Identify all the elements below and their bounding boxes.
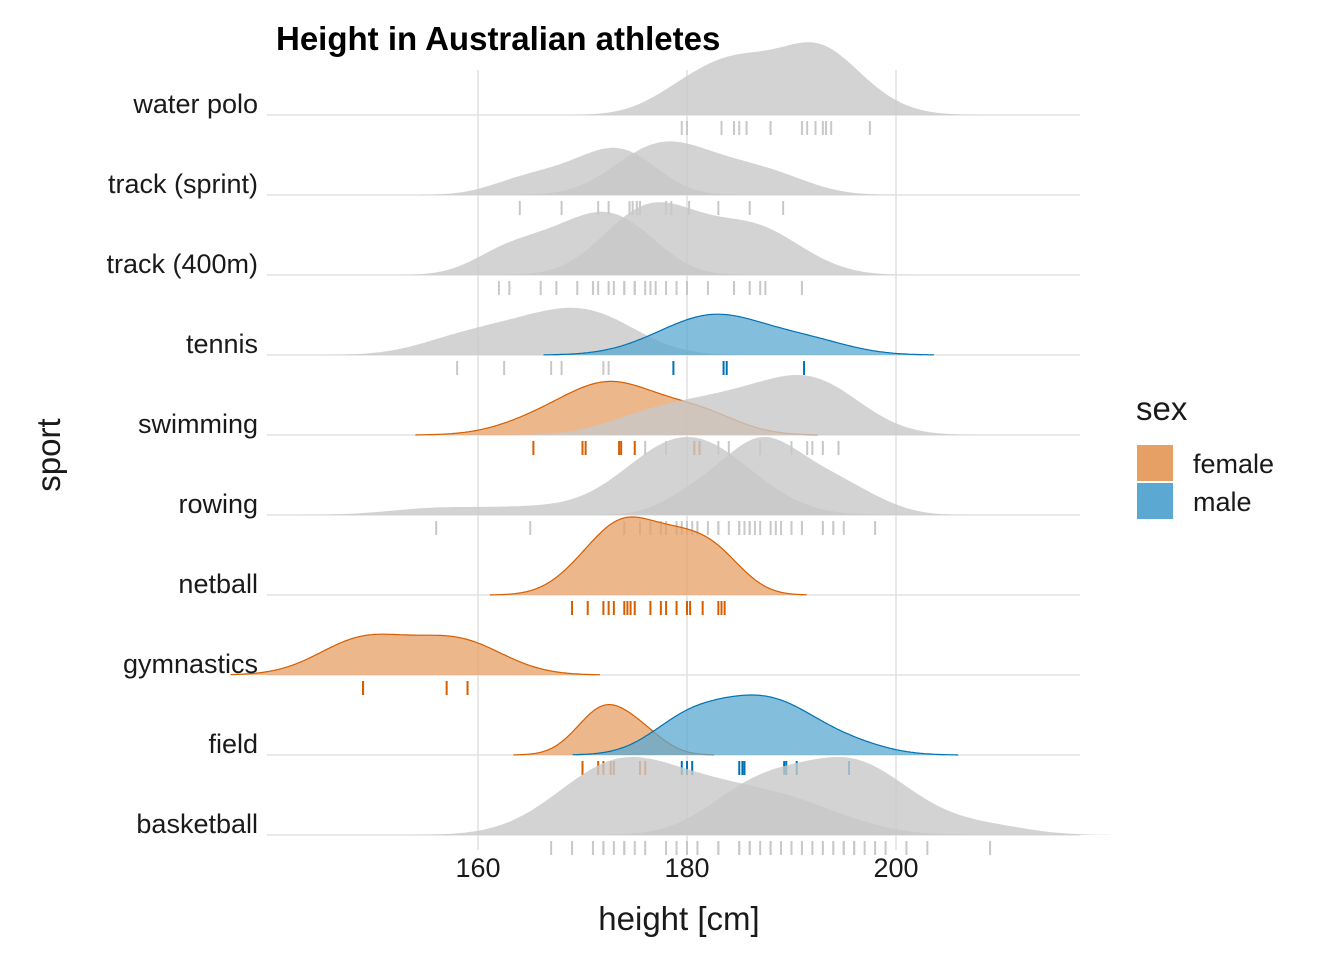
y-category-label: swimming [138,409,258,439]
x-tick-label: 160 [455,853,500,883]
x-axis-title: height [cm] [598,900,759,937]
ridges [230,42,1114,855]
legend-swatch-male [1137,483,1173,519]
y-category-label: track (sprint) [108,169,258,199]
legend-label-female: female [1193,449,1274,479]
male-density [594,757,1114,835]
male-density-outline [543,313,934,356]
ridge-netball [489,516,807,615]
y-axis-title: sport [30,418,67,491]
ridge-rowing [295,437,968,535]
y-category-label: rowing [178,489,258,519]
ridge-field [513,694,959,775]
x-tick-label: 200 [873,853,918,883]
male-density [502,202,914,275]
x-tick-label: 180 [664,853,709,883]
legend-swatch-female [1137,445,1173,481]
male-density [594,437,968,515]
legend-label-male: male [1193,487,1252,517]
y-category-label: water polo [132,89,258,119]
y-category-label: gymnastics [123,649,258,679]
male-density [517,141,896,195]
female-density-outline [230,633,601,676]
female-density [489,517,807,595]
male-density [573,42,979,116]
ridge-basketball [410,757,1114,855]
y-category-label: tennis [186,329,258,359]
ridge-track-400m- [400,202,914,295]
y-axis-labels: basketball field gymnastics netball rowing sw… [106,89,258,839]
y-category-label: netball [178,569,258,599]
ridge-tennis [327,307,934,375]
male-density [543,314,934,355]
ridge-water-polo [573,42,979,135]
y-category-label: basketball [136,809,258,839]
legend: sex female male [1136,390,1274,519]
female-density [230,634,600,675]
female-density-outline [489,516,807,596]
male-density-outline [572,694,959,756]
male-density [510,375,974,435]
chart-title: Height in Australian athletes [276,20,720,57]
legend-title: sex [1136,390,1188,427]
y-category-label: field [208,729,258,759]
y-category-label: track (400m) [106,249,258,279]
ridge-gymnastics [230,633,601,695]
x-axis-ticks: 160 180 200 [455,853,918,883]
